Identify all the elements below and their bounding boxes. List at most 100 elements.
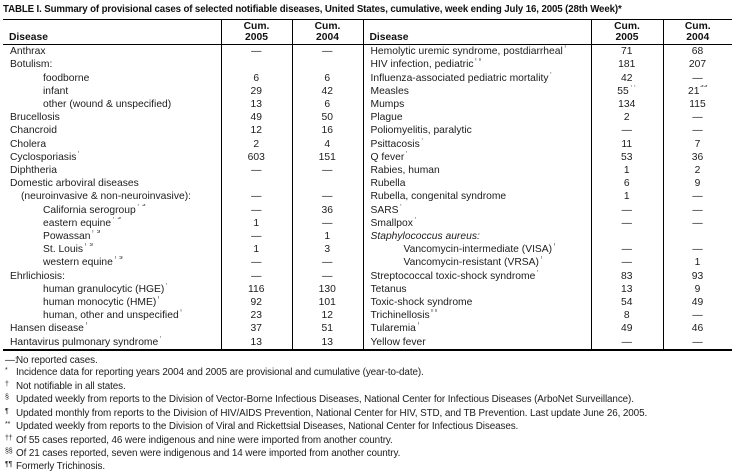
disease-label: Hantavirus pulmonary syndrome [10,336,159,348]
disease-name-cell: Streptococcal toxic-shock syndrome† [362,269,591,283]
disease-name-cell: human monocytic (HME)† [3,296,221,309]
value: — [322,270,333,282]
footnotes-section: —:No reported cases. * Incidence data for … [3,355,731,473]
footnote-symbol: §§ [5,448,13,456]
disease-label: Cyclosporiasis [10,151,77,163]
disease-label: Mumps [370,99,405,110]
disease-label: Trichinellosis [370,310,430,322]
cum-2004-value: 9 [662,177,732,191]
footnote-marker: † [539,256,544,261]
cum-2005-value: — [220,164,292,178]
cum-2005-value: 116 [220,282,292,297]
cum-2005-value: — [220,44,292,59]
column-header-disease-left: Disease [3,19,221,46]
value: 12 [250,125,262,137]
value: — [692,217,703,229]
cum-2005-value: — [220,203,292,217]
value: — [692,72,703,84]
disease-label: Staphylococcus aureus: [370,231,480,243]
disease-name-cell: HIV infection, pediatric†¶ [362,58,591,72]
disease-name-cell: Tetanus [362,282,591,297]
table-row: Domestic arboviral diseases Rubella 6 9 [3,177,732,191]
value: 6 [324,99,331,110]
value: 13 [250,99,262,110]
value: — [251,257,262,269]
footnote-text: Of 21 cases reported, seven were indigen… [16,448,401,460]
footnote-text: No reported cases. [16,354,98,366]
disease-label: Plague [370,112,403,124]
disease-name-cell: Yellow fever [362,335,591,350]
footnote-marker: † [413,216,418,221]
value: 151 [318,151,336,163]
cum-2004-value: — [662,124,732,138]
cum-2004-value: 13 [291,335,363,350]
footnote-marker: † [84,322,89,327]
disease-name-cell: western equine† § [3,256,221,269]
disease-name-cell: Hemolytic uremic syndrome, postdiarrheal… [362,44,591,59]
footnote-text: Formerly Trichinosis. [16,461,105,473]
value: 6 [324,72,331,84]
column-header-disease-right: Disease [362,19,591,46]
cum-2004-value: 93 [662,269,732,283]
value: — [692,336,703,348]
footnote-symbol: ¶ [5,407,9,415]
disease-label: foodborne [43,72,90,84]
value: — [692,125,703,137]
footnote-marker: †** [549,71,559,76]
footnote-marker: † § [83,243,94,247]
disease-name-cell: St. Louis† § [3,243,221,256]
cum-2004-value: — [291,216,363,231]
footnote-text: Of 55 cases reported, 46 were indigenous… [16,434,393,446]
value: 49 [691,297,704,309]
disease-name-cell: Poliomyelitis, paralytic [362,124,591,138]
disease-name-cell: Chancroid [3,124,221,137]
disease-name-cell: Vancomycin-resistant (VRSA)† [362,256,591,270]
footnote-line: §§ Of 21 cases reported, seven were indig… [5,448,731,461]
disease-name-cell: Anthrax [3,45,221,59]
disease-label: other (wound & unspecified) [43,99,172,110]
footnote-text: Updated weekly from reports to the Divis… [16,394,634,406]
value: 53 [621,151,633,163]
value: 7 [694,138,701,150]
disease-name-cell: Toxic-shock syndrome [362,296,591,310]
value: — [621,257,632,269]
disease-name-cell: Ehrlichiosis: [3,270,221,283]
footnote-symbol: ¶¶ [5,461,13,469]
cum-2004-value: 51 [291,322,363,336]
disease-name-cell: Vancomycin-intermediate (VISA)† [362,243,591,257]
cum-2005-value: 1 [220,216,292,231]
cum-2004-value: — [662,309,732,323]
disease-label: HIV infection, pediatric [370,59,474,71]
footnote-marker: † [552,243,557,247]
disease-label: Cholera [10,138,47,150]
footnote-line: † Not notifiable in all states. [5,381,731,394]
value: 9 [694,178,701,190]
cum-2004-value: 115 [662,98,732,112]
value: — [621,336,632,348]
cum-2005-value: — [590,243,663,257]
cum-2004-value: 3 [291,243,363,257]
footnote-line: § Updated weekly from reports to the Divi… [5,394,731,407]
disease-name-cell: Diphtheria [3,164,221,177]
cum-label: Cum. [684,21,711,32]
cum-label: Cum. [614,21,640,32]
table-row: other (wound & unspecified) 13 6 Mumps 134 11… [3,98,732,112]
disease-name-cell: California serogroup† § [3,204,221,217]
cum-2004-value: 49 [662,296,732,310]
value: — [251,270,262,282]
table-row: Brucellosis 49 50 Plague 2 — [3,111,732,125]
footnote-marker: † [535,269,540,274]
value: 13 [621,283,633,295]
table-row: human granulocytic (HGE)† 116 130 Tetanus 13… [3,282,732,297]
disease-name-cell: foodborne [3,72,221,85]
value: — [251,165,262,177]
value: 23 [250,310,262,322]
cum-2005-value: 55†† [590,84,663,98]
footnote-symbol: § [5,394,9,402]
value: 11 [621,138,633,150]
year-2005-label: 2005 [245,31,268,43]
value: 2 [623,112,630,124]
footnote-marker: ¶¶ [430,309,438,313]
cum-2005-value: — [590,203,663,217]
